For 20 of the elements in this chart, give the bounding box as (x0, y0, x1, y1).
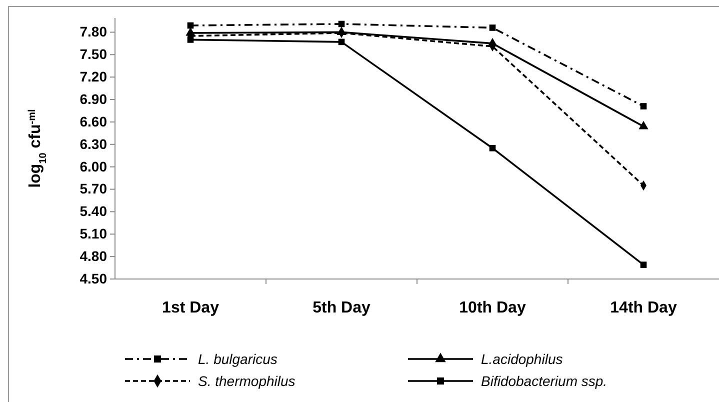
y-tick-label: 6.00 (80, 158, 108, 174)
x-tick-label: 10th Day (459, 299, 526, 316)
y-tick-label: 5.40 (80, 203, 108, 220)
y-tick-label: 4.50 (80, 270, 108, 286)
y-tick-label: 6.60 (80, 113, 108, 130)
y-tick-label: 5.10 (80, 226, 108, 242)
y-tick-label: 5.70 (80, 180, 108, 197)
y-tick-label: 7.20 (80, 68, 108, 85)
legend-label: Bifidobacterium ssp. (481, 373, 608, 389)
legend-label: S. thermophilus (198, 373, 296, 389)
legend-label: L. bulgaricus (198, 351, 278, 367)
x-tick-label: 14th Day (610, 299, 677, 316)
y-tick-label: 6.90 (80, 90, 108, 107)
y-tick-label: 6.30 (80, 136, 108, 152)
x-tick-label: 1st Day (162, 299, 220, 316)
y-tick-label: 7.50 (80, 46, 108, 62)
x-tick-label: 5th Day (312, 299, 370, 316)
y-tick-label: 7.80 (80, 24, 108, 40)
legend-label: L.acidophilus (481, 351, 563, 367)
y-tick-label: 4.80 (80, 248, 108, 264)
